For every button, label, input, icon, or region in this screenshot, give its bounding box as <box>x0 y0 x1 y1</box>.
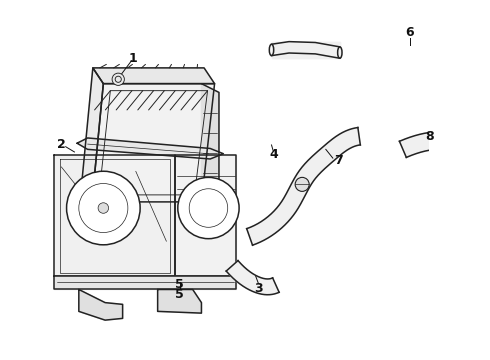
Text: 6: 6 <box>406 26 414 39</box>
Text: 7: 7 <box>334 154 343 167</box>
Text: 4: 4 <box>270 148 278 161</box>
Text: 5: 5 <box>175 288 184 301</box>
Polygon shape <box>54 276 237 289</box>
Polygon shape <box>93 68 215 84</box>
Polygon shape <box>197 198 206 209</box>
Circle shape <box>295 177 309 192</box>
Polygon shape <box>81 68 103 202</box>
Polygon shape <box>92 84 215 202</box>
Circle shape <box>67 171 140 245</box>
Text: 5: 5 <box>175 278 184 291</box>
Polygon shape <box>271 42 340 58</box>
Circle shape <box>112 73 124 85</box>
Polygon shape <box>201 84 219 202</box>
Polygon shape <box>79 198 97 209</box>
Text: 3: 3 <box>254 282 263 295</box>
Polygon shape <box>399 132 468 157</box>
Polygon shape <box>158 289 201 313</box>
Circle shape <box>178 177 239 239</box>
Polygon shape <box>79 289 122 320</box>
Polygon shape <box>271 42 340 58</box>
Text: 1: 1 <box>129 52 138 65</box>
Circle shape <box>98 203 109 213</box>
Polygon shape <box>226 261 279 295</box>
Polygon shape <box>77 138 223 159</box>
Text: 8: 8 <box>425 130 434 143</box>
Polygon shape <box>246 127 360 245</box>
Polygon shape <box>475 85 490 174</box>
Polygon shape <box>54 156 175 276</box>
Text: 2: 2 <box>57 138 66 150</box>
Polygon shape <box>175 156 237 276</box>
